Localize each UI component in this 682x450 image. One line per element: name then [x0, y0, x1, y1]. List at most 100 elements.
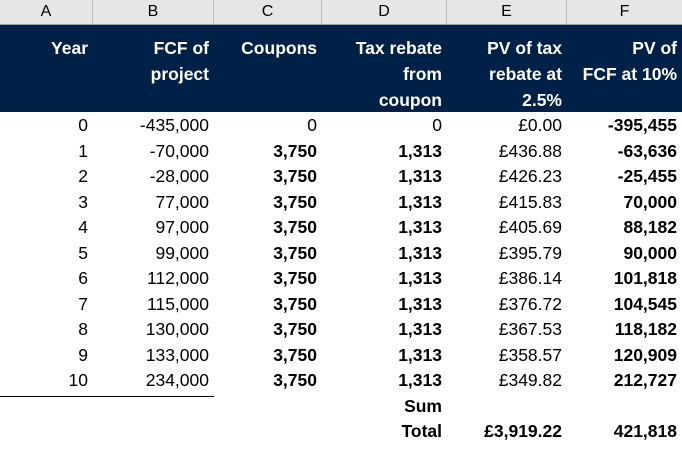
table-row: 7 115,000 3,750 1,313 £376.72 104,545 [0, 292, 682, 318]
cell-pv-tax-rebate[interactable]: £349.82 [498, 370, 562, 390]
total-label[interactable]: Total [401, 421, 442, 441]
data-rows: 0 -435,000 0 0 £0.00 -395,455 1 -70,000 … [0, 113, 682, 445]
cell-coupons[interactable]: 3,750 [273, 268, 317, 288]
header-coupons[interactable]: Coupons [241, 38, 317, 58]
total-pv-tax-rebate[interactable]: £3,919.22 [484, 421, 562, 441]
cell-pv-tax-rebate[interactable]: £415.83 [498, 191, 562, 212]
cell-pv-tax-rebate[interactable]: £367.53 [498, 319, 562, 339]
cell-tax-rebate[interactable]: 1,313 [398, 191, 442, 212]
cell-coupons[interactable]: 0 [307, 115, 317, 135]
cell-coupons[interactable]: 3,750 [273, 166, 317, 186]
cell-year[interactable]: 4 [78, 217, 88, 237]
empty-cell[interactable] [567, 394, 682, 420]
cell-pv-fcf[interactable]: -63,636 [617, 140, 677, 161]
cell-pv-fcf[interactable]: 118,182 [614, 319, 677, 339]
cell-pv-tax-rebate[interactable]: £376.72 [498, 293, 562, 314]
header-tax-rebate[interactable]: Tax rebate from coupon [355, 38, 442, 110]
column-header-b[interactable]: B [93, 0, 214, 24]
cell-tax-rebate[interactable]: 1,313 [398, 217, 442, 237]
cell-year[interactable]: 3 [78, 191, 88, 212]
table-row: 9 133,000 3,750 1,313 £358.57 120,909 [0, 343, 682, 369]
empty-cell[interactable] [214, 394, 322, 420]
cell-fcf[interactable]: 112,000 [147, 268, 209, 288]
cell-year[interactable]: 9 [78, 344, 88, 365]
cell-pv-fcf[interactable]: 88,182 [623, 217, 677, 237]
cell-fcf[interactable]: -435,000 [139, 115, 209, 135]
cell-bottom-border [0, 396, 214, 397]
cell-fcf[interactable]: 99,000 [155, 242, 209, 263]
column-header-d[interactable]: D [322, 0, 447, 24]
cell-pv-fcf[interactable]: 90,000 [623, 242, 677, 263]
cell-tax-rebate[interactable]: 1,313 [398, 370, 442, 390]
empty-cell[interactable] [93, 394, 214, 420]
cell-fcf[interactable]: 77,000 [155, 191, 209, 212]
cell-fcf[interactable]: -70,000 [149, 140, 209, 161]
cell-pv-fcf[interactable]: -25,455 [617, 166, 677, 186]
sum-label[interactable]: Sum [404, 395, 442, 416]
empty-cell[interactable] [447, 394, 567, 420]
header-pv-fcf[interactable]: PV of FCF at 10% [582, 38, 677, 84]
cell-fcf[interactable]: 115,000 [147, 293, 209, 314]
cell-pv-tax-rebate[interactable]: £358.57 [498, 344, 562, 365]
empty-cell[interactable] [0, 419, 93, 445]
cell-tax-rebate[interactable]: 1,313 [398, 268, 442, 288]
cell-tax-rebate[interactable]: 1,313 [398, 166, 442, 186]
header-fcf-of-project[interactable]: FCF of project [150, 38, 209, 84]
cell-year[interactable]: 5 [78, 242, 88, 263]
cell-year[interactable]: 6 [78, 268, 88, 288]
table-row: 2 -28,000 3,750 1,313 £426.23 -25,455 [0, 164, 682, 190]
cell-year[interactable]: 1 [78, 140, 88, 161]
cell-pv-tax-rebate[interactable]: £0.00 [518, 115, 562, 135]
cell-fcf[interactable]: 133,000 [145, 344, 209, 365]
cell-pv-tax-rebate[interactable]: £386.14 [498, 268, 562, 288]
cell-pv-fcf[interactable]: 104,545 [613, 293, 677, 314]
cell-pv-tax-rebate[interactable]: £436.88 [498, 140, 562, 161]
cell-coupons[interactable]: 3,750 [273, 191, 317, 212]
cell-fcf[interactable]: 97,000 [155, 217, 209, 237]
column-header-a[interactable]: A [0, 0, 93, 24]
column-header-e[interactable]: E [447, 0, 567, 24]
cell-pv-fcf[interactable]: 101,818 [613, 268, 677, 288]
column-header-c[interactable]: C [214, 0, 322, 24]
cell-coupons[interactable]: 3,750 [273, 319, 317, 339]
header-pv-tax-rebate[interactable]: PV of tax rebate at 2.5% [487, 38, 562, 110]
header-year[interactable]: Year [51, 38, 88, 58]
table-row: 3 77,000 3,750 1,313 £415.83 70,000 [0, 190, 682, 216]
table-row: 10 234,000 3,750 1,313 £349.82 212,727 [0, 368, 682, 394]
cell-pv-tax-rebate[interactable]: £405.69 [498, 217, 562, 237]
cell-year[interactable]: 7 [78, 293, 88, 314]
cell-tax-rebate[interactable]: 1,313 [398, 140, 442, 161]
cell-year[interactable]: 8 [78, 319, 88, 339]
cell-pv-fcf[interactable]: 212,727 [613, 370, 677, 390]
table-row: 8 130,000 3,750 1,313 £367.53 118,182 [0, 317, 682, 343]
cell-tax-rebate[interactable]: 1,313 [398, 293, 442, 314]
cell-coupons[interactable]: 3,750 [273, 344, 317, 365]
table-row: 1 -70,000 3,750 1,313 £436.88 -63,636 [0, 139, 682, 165]
cell-coupons[interactable]: 3,750 [273, 293, 317, 314]
cell-coupons[interactable]: 3,750 [273, 140, 317, 161]
cell-pv-tax-rebate[interactable]: £395.79 [498, 242, 562, 263]
sum-row: Sum [0, 394, 682, 420]
cell-year[interactable]: 2 [78, 166, 88, 186]
cell-fcf[interactable]: 234,000 [145, 370, 209, 390]
empty-cell[interactable] [93, 419, 214, 445]
empty-cell[interactable] [214, 419, 322, 445]
cell-tax-rebate[interactable]: 0 [432, 115, 442, 135]
total-pv-fcf[interactable]: 421,818 [613, 421, 677, 441]
empty-cell[interactable] [0, 394, 93, 420]
cell-pv-fcf[interactable]: 120,909 [613, 344, 677, 365]
cell-pv-tax-rebate[interactable]: £426.23 [498, 166, 562, 186]
column-header-f[interactable]: F [619, 3, 630, 20]
cell-fcf[interactable]: -28,000 [149, 166, 209, 186]
cell-tax-rebate[interactable]: 1,313 [398, 319, 442, 339]
cell-pv-fcf[interactable]: 70,000 [623, 191, 677, 212]
cell-tax-rebate[interactable]: 1,313 [398, 242, 442, 263]
cell-fcf[interactable]: 130,000 [145, 319, 209, 339]
cell-coupons[interactable]: 3,750 [273, 370, 317, 390]
cell-coupons[interactable]: 3,750 [273, 217, 317, 237]
cell-year[interactable]: 0 [78, 115, 88, 135]
cell-pv-fcf[interactable]: -395,455 [607, 115, 677, 135]
cell-coupons[interactable]: 3,750 [273, 242, 317, 263]
cell-tax-rebate[interactable]: 1,313 [398, 344, 442, 365]
cell-year[interactable]: 10 [68, 370, 88, 390]
